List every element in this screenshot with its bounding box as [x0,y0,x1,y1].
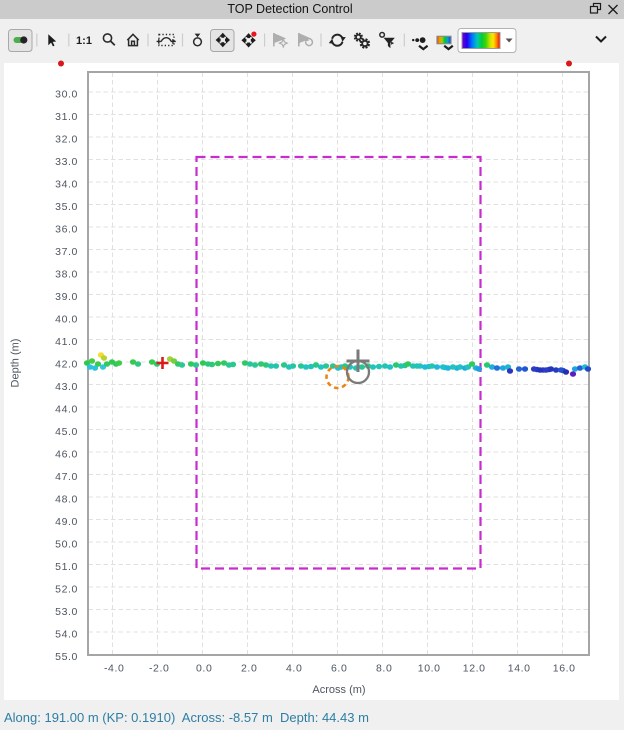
svg-text:2.0: 2.0 [241,663,257,675]
svg-text:34.0: 34.0 [55,179,78,191]
svg-text:39.0: 39.0 [55,291,78,303]
svg-text:51.0: 51.0 [55,561,78,573]
svg-text:0.0: 0.0 [196,663,212,675]
svg-text:14.0: 14.0 [508,663,531,675]
svg-text:Depth (m): Depth (m) [10,339,22,388]
svg-text:6.0: 6.0 [331,663,347,675]
svg-text:50.0: 50.0 [55,539,78,551]
svg-text:1:1: 1:1 [76,35,92,47]
svg-text:36.0: 36.0 [55,224,78,236]
svg-text:-2.0: -2.0 [149,663,170,675]
svg-text:33.0: 33.0 [55,156,78,168]
svg-text:43.0: 43.0 [55,381,78,393]
svg-text:31.0: 31.0 [55,111,78,123]
svg-text:40.0: 40.0 [55,314,78,326]
svg-text:48.0: 48.0 [55,494,78,506]
svg-text:41.0: 41.0 [55,336,78,348]
svg-text:42.0: 42.0 [55,359,78,371]
svg-text:32.0: 32.0 [55,134,78,146]
svg-text:46.0: 46.0 [55,449,78,461]
svg-text:30.0: 30.0 [55,89,78,101]
svg-text:-4.0: -4.0 [104,663,125,675]
svg-text:10.0: 10.0 [418,663,441,675]
svg-text:4.0: 4.0 [286,663,302,675]
svg-text:53.0: 53.0 [55,606,78,618]
svg-text:44.0: 44.0 [55,404,78,416]
svg-text:54.0: 54.0 [55,629,78,641]
svg-text:37.0: 37.0 [55,246,78,258]
svg-text:16.0: 16.0 [553,663,576,675]
svg-text:35.0: 35.0 [55,201,78,213]
svg-text:47.0: 47.0 [55,471,78,483]
svg-text:52.0: 52.0 [55,584,78,596]
svg-text:12.0: 12.0 [463,663,486,675]
svg-text:Across (m): Across (m) [312,684,365,696]
svg-text:55.0: 55.0 [55,651,78,663]
svg-text:49.0: 49.0 [55,516,78,528]
svg-text:38.0: 38.0 [55,269,78,281]
svg-text:45.0: 45.0 [55,426,78,438]
svg-text:8.0: 8.0 [376,663,392,675]
